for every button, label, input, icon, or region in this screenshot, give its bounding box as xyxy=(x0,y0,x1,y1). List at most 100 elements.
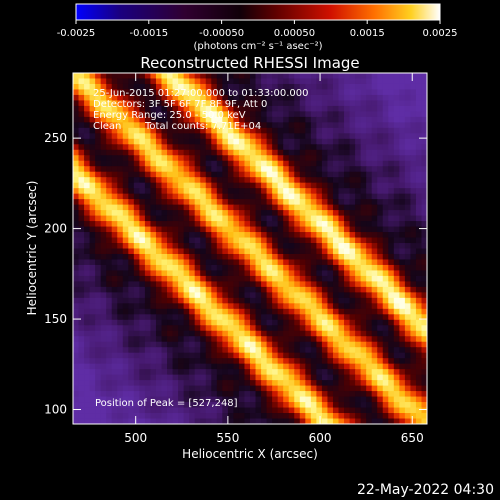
heatmap-cell xyxy=(377,308,384,315)
heatmap-cell xyxy=(117,155,124,162)
heatmap-cell xyxy=(84,270,91,277)
heatmap-cell xyxy=(200,369,207,376)
heatmap-cell xyxy=(349,248,356,255)
heatmap-cell xyxy=(78,232,85,239)
heatmap-cell xyxy=(244,232,251,239)
heatmap-cell xyxy=(355,292,362,299)
heatmap-cell xyxy=(100,347,107,354)
heatmap-cell xyxy=(189,369,196,376)
heatmap-cell xyxy=(332,116,340,123)
heatmap-cell xyxy=(133,259,140,266)
heatmap-cell xyxy=(128,171,135,178)
heatmap-cell xyxy=(404,232,412,239)
heatmap-cell xyxy=(183,100,190,107)
heatmap-cell xyxy=(355,369,362,376)
heatmap-cell xyxy=(167,199,174,206)
heatmap-cell xyxy=(183,89,190,96)
heatmap-cell xyxy=(78,199,85,206)
heatmap-cell xyxy=(122,116,129,123)
heatmap-cell xyxy=(399,264,406,272)
heatmap-cell xyxy=(250,182,257,189)
heatmap-cell xyxy=(111,297,118,304)
heatmap-cell xyxy=(216,286,223,293)
heatmap-cell xyxy=(183,221,190,228)
heatmap-cell xyxy=(194,177,201,184)
heatmap-cell xyxy=(205,188,212,195)
heatmap-cell xyxy=(150,149,157,156)
heatmap-cell xyxy=(73,122,80,129)
heatmap-cell xyxy=(299,133,306,140)
heatmap-cell xyxy=(100,221,107,228)
heatmap-cell xyxy=(393,248,400,255)
heatmap-cell xyxy=(144,347,152,354)
heatmap-cell xyxy=(261,352,268,359)
heatmap-cell xyxy=(100,111,107,118)
heatmap-cell xyxy=(227,385,235,392)
heatmap-cell xyxy=(355,413,362,420)
heatmap-cell xyxy=(122,133,129,140)
heatmap-cell xyxy=(89,182,96,189)
heatmap-cell xyxy=(272,374,279,381)
heatmap-cell xyxy=(266,215,273,222)
heatmap-cell xyxy=(155,116,163,123)
heatmap-cell xyxy=(355,122,362,129)
heatmap-cell xyxy=(316,297,323,304)
heatmap-cell xyxy=(161,237,168,244)
heatmap-cell xyxy=(294,127,301,134)
heatmap-cell xyxy=(266,286,273,293)
heatmap-cell xyxy=(189,166,196,173)
heatmap-cell xyxy=(382,352,389,359)
heatmap-cell xyxy=(272,253,279,261)
heatmap-cell xyxy=(299,226,306,233)
heatmap-cell xyxy=(388,391,395,398)
heatmap-cell xyxy=(73,396,80,403)
heatmap-cell xyxy=(355,171,362,178)
heatmap-cell xyxy=(366,264,373,272)
heatmap-cell xyxy=(404,259,412,266)
heatmap-cell xyxy=(73,352,80,359)
heatmap-cell xyxy=(216,149,223,156)
heatmap-cell xyxy=(155,259,163,266)
heatmap-cell xyxy=(95,286,102,293)
heatmap-cell xyxy=(310,358,317,365)
heatmap-cell xyxy=(255,374,262,381)
heatmap-cell xyxy=(305,144,312,151)
heatmap-cell xyxy=(299,138,306,145)
heatmap-cell xyxy=(277,73,284,80)
heatmap-cell xyxy=(89,347,96,354)
heatmap-cell xyxy=(167,138,174,145)
heatmap-cell xyxy=(238,171,246,178)
heatmap-cell xyxy=(189,100,196,107)
heatmap-cell xyxy=(161,418,168,424)
heatmap-cell xyxy=(366,243,373,250)
heatmap-cell xyxy=(321,363,329,370)
heatmap-cell xyxy=(410,73,417,80)
heatmap-cell xyxy=(183,308,190,315)
heatmap-cell xyxy=(316,204,323,211)
heatmap-cell xyxy=(338,100,345,107)
heatmap-cell xyxy=(321,226,329,233)
heatmap-cell xyxy=(106,413,113,420)
heatmap-cell xyxy=(266,358,273,365)
heatmap-cell xyxy=(172,319,179,326)
heatmap-cell xyxy=(89,286,96,293)
annotation-detectors: Detectors: 3F 5F 6F 7F 8F 9F, Att 0 xyxy=(93,99,267,110)
heatmap-cell xyxy=(305,330,312,337)
heatmap-cell xyxy=(338,319,345,326)
heatmap-cell xyxy=(172,199,179,206)
heatmap-cell xyxy=(150,319,157,326)
heatmap-cell xyxy=(244,100,251,107)
heatmap-cell xyxy=(277,248,284,255)
heatmap-cell xyxy=(200,122,207,129)
heatmap-cell xyxy=(122,396,129,403)
heatmap-cell xyxy=(360,418,367,424)
heatmap-cell xyxy=(310,204,317,211)
heatmap-cell xyxy=(266,336,273,343)
heatmap-cell xyxy=(128,286,135,293)
heatmap-cell xyxy=(100,160,107,167)
heatmap-cell xyxy=(344,303,351,310)
heatmap-cell xyxy=(327,155,334,162)
heatmap-cell xyxy=(277,193,284,200)
heatmap-cell xyxy=(277,374,284,381)
heatmap-cell xyxy=(227,270,235,277)
